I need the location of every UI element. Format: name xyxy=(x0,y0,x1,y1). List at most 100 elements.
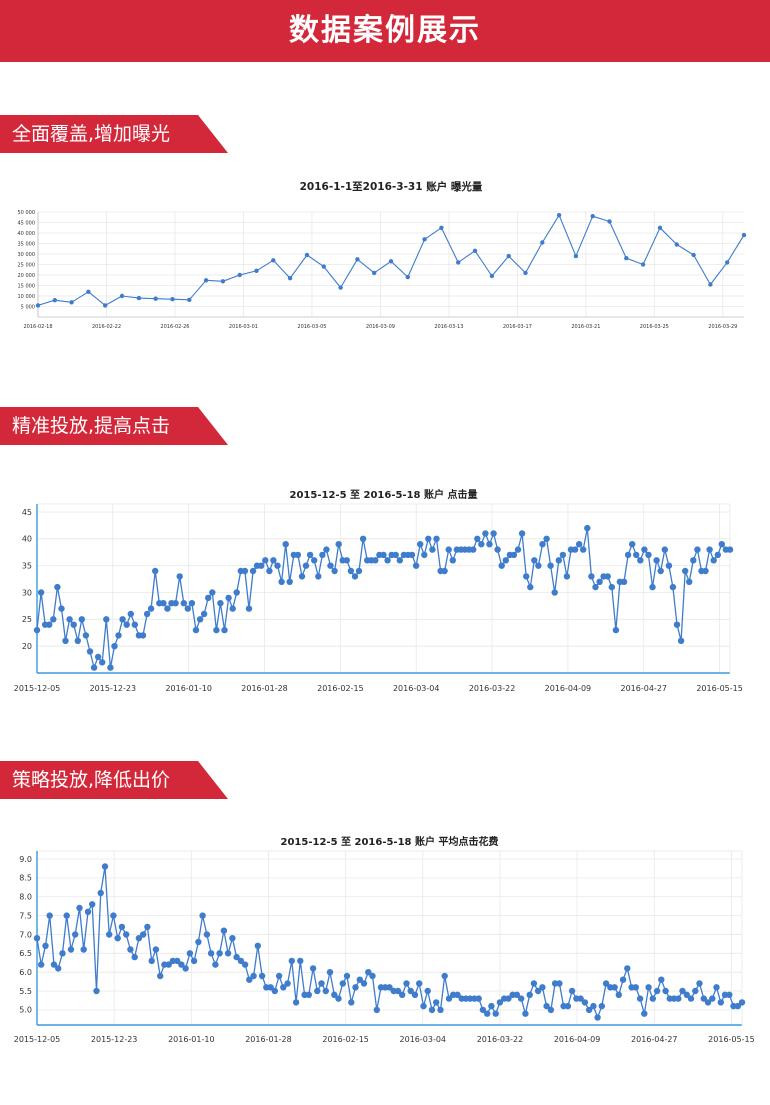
data-point xyxy=(428,1006,436,1014)
data-point xyxy=(140,931,147,938)
data-point xyxy=(217,600,224,607)
data-point xyxy=(86,648,94,655)
data-point xyxy=(726,991,733,998)
data-point xyxy=(556,213,562,218)
y-tick-label: 5.0 xyxy=(19,1006,32,1015)
data-point xyxy=(298,573,306,580)
data-point xyxy=(37,589,45,596)
data-point xyxy=(237,272,242,278)
data-point xyxy=(492,1010,499,1017)
data-point xyxy=(229,605,236,612)
x-tick-label: 2016-04-09 xyxy=(554,1035,601,1044)
chart-cpc-svg: 2015-12-5 至 2016-5-18 账户 平均点击花费 5.0 5.5 6.0… xyxy=(14,835,755,1044)
data-point xyxy=(611,984,618,991)
data-point xyxy=(551,589,558,596)
chart-exposure-svg: 2016-1-1至2016-3-31 账户 曝光量 5 000 10 000 15 0… xyxy=(18,180,747,330)
data-point xyxy=(46,621,53,628)
data-point xyxy=(271,258,276,263)
data-point xyxy=(86,289,91,294)
data-point xyxy=(66,616,73,623)
data-point xyxy=(82,632,90,639)
data-point xyxy=(441,567,448,575)
data-point xyxy=(449,557,456,564)
data-point xyxy=(136,295,142,301)
data-point xyxy=(115,632,122,639)
data-point xyxy=(249,567,257,575)
data-point xyxy=(160,600,167,607)
data-point xyxy=(602,980,610,987)
section-label-cpc: 策略投放,降低出价 xyxy=(0,761,230,799)
data-point xyxy=(127,610,134,618)
data-point xyxy=(527,583,534,591)
data-point xyxy=(311,557,318,564)
data-point xyxy=(80,946,87,953)
data-point xyxy=(348,999,355,1006)
data-point xyxy=(343,972,351,980)
data-point xyxy=(641,1010,648,1017)
data-point xyxy=(577,995,584,1002)
data-point xyxy=(352,984,359,991)
data-point xyxy=(598,1002,605,1010)
data-point xyxy=(50,616,57,623)
y-tick-label: 10 000 xyxy=(18,294,36,300)
data-point xyxy=(258,562,265,569)
data-point xyxy=(254,942,261,949)
y-tick-label: 45 xyxy=(22,508,32,517)
data-point xyxy=(262,557,269,564)
data-point xyxy=(355,567,363,575)
data-point xyxy=(165,961,172,968)
data-point xyxy=(271,987,278,995)
data-point xyxy=(408,551,416,559)
data-point xyxy=(282,541,289,548)
data-point xyxy=(555,557,562,564)
data-point xyxy=(424,987,431,995)
data-point xyxy=(474,535,481,542)
data-point xyxy=(649,583,656,591)
data-point xyxy=(246,976,253,983)
data-point xyxy=(584,524,591,532)
data-point xyxy=(386,984,393,991)
data-point xyxy=(233,589,240,596)
data-point xyxy=(131,953,138,961)
y-tick-label: 20 xyxy=(22,642,32,651)
data-point xyxy=(433,535,440,542)
section-ribbon-shape xyxy=(0,407,228,445)
data-point xyxy=(653,987,661,995)
data-point xyxy=(645,551,652,559)
data-point xyxy=(482,530,489,537)
data-point xyxy=(590,214,595,219)
data-point xyxy=(547,562,554,569)
data-point xyxy=(592,583,599,591)
data-point xyxy=(596,578,603,585)
data-point xyxy=(380,551,387,559)
data-point xyxy=(284,980,291,987)
data-point xyxy=(696,980,703,987)
data-point xyxy=(710,557,717,564)
data-point xyxy=(69,300,74,305)
data-point xyxy=(220,927,228,934)
data-point xyxy=(347,567,355,575)
data-point xyxy=(319,551,326,559)
x-tick-label: 2016-01-28 xyxy=(245,1035,292,1044)
data-point xyxy=(101,863,109,870)
section-label-text: 全面覆盖,增加曝光 xyxy=(12,123,171,145)
data-point xyxy=(702,567,709,575)
data-point xyxy=(588,573,595,580)
data-point xyxy=(152,567,159,575)
data-point xyxy=(475,995,482,1002)
data-point xyxy=(180,600,187,607)
data-point xyxy=(665,562,673,569)
data-point xyxy=(417,541,424,548)
data-point xyxy=(403,980,410,987)
data-point xyxy=(250,972,257,980)
data-point xyxy=(187,297,192,302)
data-point xyxy=(645,984,652,991)
data-point xyxy=(576,541,583,548)
y-tick-label: 5 000 xyxy=(21,304,35,310)
x-tick-label: 2016-02-18 xyxy=(23,324,52,330)
data-point xyxy=(624,551,632,559)
data-point xyxy=(556,980,563,987)
data-point xyxy=(195,938,202,946)
data-point xyxy=(93,987,100,995)
x-tick-label: 2016-03-13 xyxy=(434,324,463,330)
